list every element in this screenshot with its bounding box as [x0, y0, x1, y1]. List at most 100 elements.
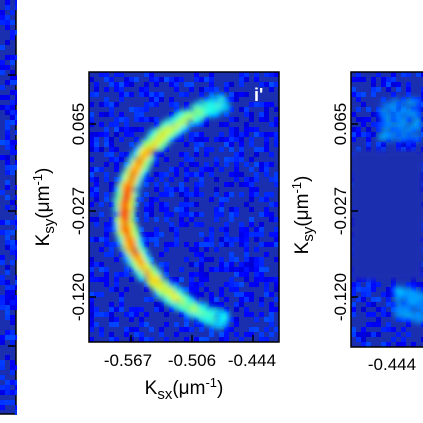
noise-pixel	[184, 197, 189, 202]
noise-pixel	[109, 82, 114, 87]
noise-pixel	[214, 297, 219, 302]
noise-pixel	[0, 10, 5, 15]
noise-pixel	[154, 117, 159, 122]
noise-pixel	[5, 390, 10, 395]
noise-pixel	[134, 332, 139, 337]
noise-pixel	[149, 237, 154, 242]
noise-pixel	[361, 117, 366, 122]
noise-pixel	[264, 292, 269, 297]
noise-pixel	[15, 300, 17, 305]
noise-pixel	[249, 187, 254, 192]
y-tick-label: -0.120	[331, 273, 350, 321]
noise-pixel	[381, 312, 386, 317]
right-y-tick: -0.027	[331, 187, 358, 235]
noise-pixel	[5, 315, 10, 320]
panel-label: i'	[254, 85, 263, 105]
noise-pixel	[269, 72, 274, 77]
right-point	[418, 290, 423, 296]
noise-pixel	[244, 227, 249, 232]
noise-pixel	[99, 267, 104, 272]
right-point	[399, 123, 405, 128]
ring-point	[215, 308, 221, 314]
noise-pixel	[104, 227, 109, 232]
noise-pixel	[0, 360, 5, 365]
noise-pixel	[229, 137, 234, 142]
noise-pixel	[264, 167, 269, 172]
noise-pixel	[174, 167, 179, 172]
noise-pixel	[361, 287, 366, 292]
noise-pixel	[124, 267, 129, 272]
noise-pixel	[269, 322, 274, 327]
noise-pixel	[381, 97, 386, 102]
noise-pixel	[229, 252, 234, 257]
noise-pixel	[406, 132, 411, 137]
noise-pixel	[229, 147, 234, 152]
noise-pixel	[89, 137, 94, 142]
noise-pixel	[274, 327, 279, 332]
noise-pixel	[234, 282, 239, 287]
noise-pixel	[144, 102, 149, 107]
noise-pixel	[411, 147, 416, 152]
noise-pixel	[254, 232, 259, 237]
noise-pixel	[174, 137, 179, 142]
noise-pixel	[15, 240, 17, 245]
noise-pixel	[109, 247, 114, 252]
noise-pixel	[391, 77, 396, 82]
noise-pixel	[134, 137, 139, 142]
noise-pixel	[366, 142, 371, 147]
ring-point	[129, 216, 135, 222]
noise-pixel	[396, 107, 401, 112]
noise-pixel	[10, 290, 15, 295]
noise-pixel	[249, 262, 254, 267]
noise-pixel	[199, 277, 204, 282]
ring-point	[136, 183, 142, 189]
noise-pixel	[356, 337, 361, 342]
noise-pixel	[224, 182, 229, 187]
noise-pixel	[139, 87, 144, 92]
ring-point	[137, 159, 143, 165]
noise-pixel	[104, 252, 109, 257]
noise-pixel	[214, 247, 219, 252]
noise-pixel	[99, 327, 104, 332]
noise-pixel	[10, 80, 15, 85]
noise-pixel	[15, 150, 17, 155]
noise-pixel	[244, 77, 249, 82]
noise-pixel	[229, 92, 234, 97]
noise-pixel	[249, 232, 254, 237]
noise-pixel	[199, 337, 204, 342]
noise-pixel	[219, 212, 224, 217]
noise-pixel	[15, 285, 17, 290]
noise-pixel	[159, 327, 164, 332]
noise-pixel	[239, 302, 244, 307]
noise-pixel	[114, 162, 119, 167]
noise-pixel	[274, 232, 279, 237]
noise-pixel	[0, 45, 5, 50]
noise-pixel	[269, 242, 274, 247]
noise-pixel	[144, 287, 149, 292]
noise-pixel	[254, 187, 259, 192]
right-point	[384, 116, 390, 121]
right-point	[388, 135, 393, 140]
noise-pixel	[406, 72, 411, 77]
noise-pixel	[194, 212, 199, 217]
noise-pixel	[351, 327, 356, 332]
noise-pixel	[89, 192, 94, 197]
noise-pixel	[361, 122, 366, 127]
noise-pixel	[274, 307, 279, 312]
noise-pixel	[179, 187, 184, 192]
noise-pixel	[124, 272, 129, 277]
noise-pixel	[254, 72, 259, 77]
noise-pixel	[184, 172, 189, 177]
noise-pixel	[94, 237, 99, 242]
x-tick-label: -0.444	[228, 351, 276, 370]
noise-pixel	[421, 107, 423, 112]
right-point	[392, 312, 398, 317]
right-point	[383, 129, 388, 134]
noise-pixel	[189, 292, 194, 297]
noise-pixel	[0, 375, 5, 380]
noise-pixel	[179, 92, 184, 97]
noise-pixel	[204, 122, 209, 127]
noise-pixel	[351, 87, 356, 92]
noise-pixel	[214, 87, 219, 92]
noise-pixel	[274, 237, 279, 242]
